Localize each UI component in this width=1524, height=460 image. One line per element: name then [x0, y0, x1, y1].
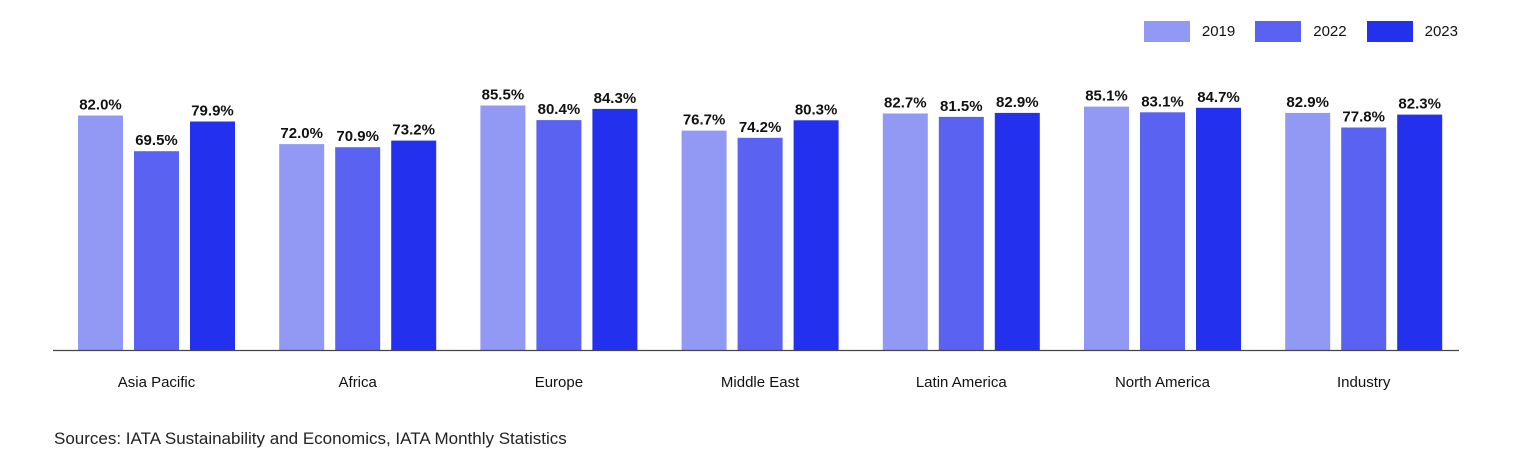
data-label-industry-2023: 82.3% — [1398, 96, 1441, 113]
data-label-middle-east-2019: 76.7% — [683, 112, 726, 129]
data-label-africa-2023: 73.2% — [392, 122, 435, 139]
data-label-latin-america-2022: 81.5% — [940, 98, 983, 115]
legend-swatch-2019 — [1143, 21, 1190, 42]
source-note: Sources: IATA Sustainability and Economi… — [54, 429, 567, 448]
data-label-north-america-2023: 84.7% — [1197, 89, 1240, 106]
category-label-north-america: North America — [1115, 374, 1211, 391]
data-label-latin-america-2019: 82.7% — [884, 95, 927, 112]
data-label-asia-pacific-2019: 82.0% — [79, 97, 122, 114]
bar-asia-pacific-2023 — [190, 121, 235, 350]
bar-asia-pacific-2019 — [78, 115, 123, 350]
legend-item-2019: 2019 — [1143, 21, 1236, 42]
data-label-industry-2022: 77.8% — [1342, 109, 1385, 126]
data-label-north-america-2019: 85.1% — [1085, 88, 1128, 105]
bar-north-america-2022 — [1140, 112, 1185, 350]
bar-europe-2019 — [480, 105, 526, 350]
bar-industry-2022 — [1341, 127, 1387, 350]
bar-industry-2023 — [1397, 114, 1443, 350]
bar-middle-east-2019 — [681, 130, 727, 350]
bar-africa-2023 — [391, 140, 437, 350]
data-label-asia-pacific-2022: 69.5% — [135, 132, 178, 149]
bar-latin-america-2022 — [938, 116, 984, 351]
data-label-asia-pacific-2023: 79.9% — [191, 103, 234, 120]
legend-swatch-2023 — [1366, 21, 1413, 42]
data-label-europe-2023: 84.3% — [594, 90, 637, 107]
bar-chart: 82.0% 69.5% 79.9% Asia Pacific 72.0% 70.9% 73.… — [53, 87, 1459, 391]
data-label-europe-2022: 80.4% — [538, 101, 581, 118]
data-label-europe-2019: 85.5% — [482, 87, 525, 104]
category-label-middle-east: Middle East — [721, 374, 800, 391]
data-label-industry-2019: 82.9% — [1286, 94, 1329, 111]
category-label-latin-america: Latin America — [916, 374, 1008, 391]
bar-europe-2022 — [536, 120, 582, 350]
bar-asia-pacific-2022 — [134, 151, 179, 350]
data-label-middle-east-2023: 80.3% — [795, 101, 838, 118]
bar-africa-2019 — [279, 144, 325, 350]
legend-item-2023: 2023 — [1366, 21, 1458, 42]
chart-container: 82.0% 69.5% 79.9% Asia Pacific 72.0% 70.9% 73.… — [53, 87, 1459, 391]
bar-north-america-2023 — [1196, 107, 1241, 350]
bar-latin-america-2019 — [882, 113, 928, 350]
category-label-industry: Industry — [1337, 374, 1391, 391]
data-label-north-america-2022: 83.1% — [1141, 93, 1184, 110]
data-label-africa-2022: 70.9% — [336, 128, 379, 145]
legend-label-2023: 2023 — [1424, 23, 1458, 40]
bar-middle-east-2023 — [793, 120, 839, 350]
bar-latin-america-2023 — [994, 112, 1040, 351]
bar-north-america-2019 — [1084, 106, 1129, 350]
legend-swatch-2022 — [1255, 21, 1302, 42]
legend-label-2022: 2022 — [1313, 23, 1347, 40]
data-label-middle-east-2022: 74.2% — [739, 119, 782, 136]
legend-label-2019: 2019 — [1201, 23, 1236, 40]
data-label-africa-2019: 72.0% — [280, 125, 323, 142]
chart-legend: 2019 2022 2023 — [1143, 21, 1458, 42]
data-label-latin-america-2023: 82.9% — [996, 94, 1039, 111]
bar-industry-2019 — [1285, 112, 1331, 351]
bar-europe-2023 — [592, 108, 638, 351]
category-label-africa: Africa — [339, 374, 378, 391]
category-label-asia-pacific: Asia Pacific — [118, 374, 196, 391]
bar-africa-2022 — [335, 147, 381, 350]
legend-item-2022: 2022 — [1255, 21, 1347, 42]
bar-middle-east-2022 — [737, 137, 783, 350]
category-label-europe: Europe — [535, 374, 583, 391]
